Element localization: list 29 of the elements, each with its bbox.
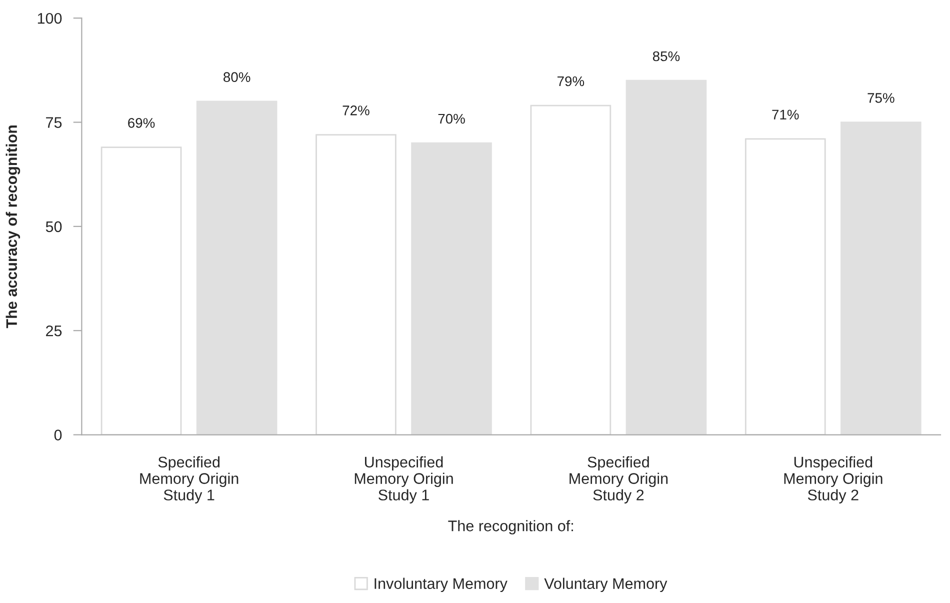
x-tick-label: Specified Memory Origin Study 2: [570, 456, 668, 504]
bar: [840, 122, 922, 435]
data-label: 80%: [224, 72, 250, 82]
bar: [744, 138, 826, 435]
x-tick-label: Unspecified Memory Origin Study 1: [354, 456, 453, 504]
bar: [411, 142, 492, 435]
data-label: 70%: [438, 114, 465, 124]
data-label: 72%: [342, 106, 370, 116]
legend-label: Involuntary Memory: [374, 578, 508, 592]
data-label: 75%: [868, 93, 894, 103]
data-label: 79%: [557, 76, 584, 86]
data-label: 69%: [128, 118, 155, 128]
bar: [196, 100, 278, 435]
data-label: 71%: [772, 110, 799, 120]
bar: [100, 146, 182, 435]
y-tick-label: 75: [46, 117, 62, 128]
x-tick-label: Unspecified Memory Origin Study 2: [784, 456, 882, 504]
y-tick-label: 50: [46, 221, 62, 232]
y-tick-label: 25: [46, 325, 62, 336]
y-tick-label: 100: [38, 12, 62, 24]
legend-label: Voluntary Memory: [544, 578, 668, 592]
x-tick-label: Specified Memory Origin Study 1: [140, 456, 238, 504]
y-tick-label: 0: [54, 430, 62, 440]
data-label: 85%: [652, 51, 680, 62]
bar: [530, 104, 612, 435]
bar: [316, 134, 396, 435]
bar: [626, 80, 707, 435]
y-axis-title: The accuracy of recognition: [6, 125, 20, 328]
x-axis-title: The recognition of:: [448, 520, 573, 534]
